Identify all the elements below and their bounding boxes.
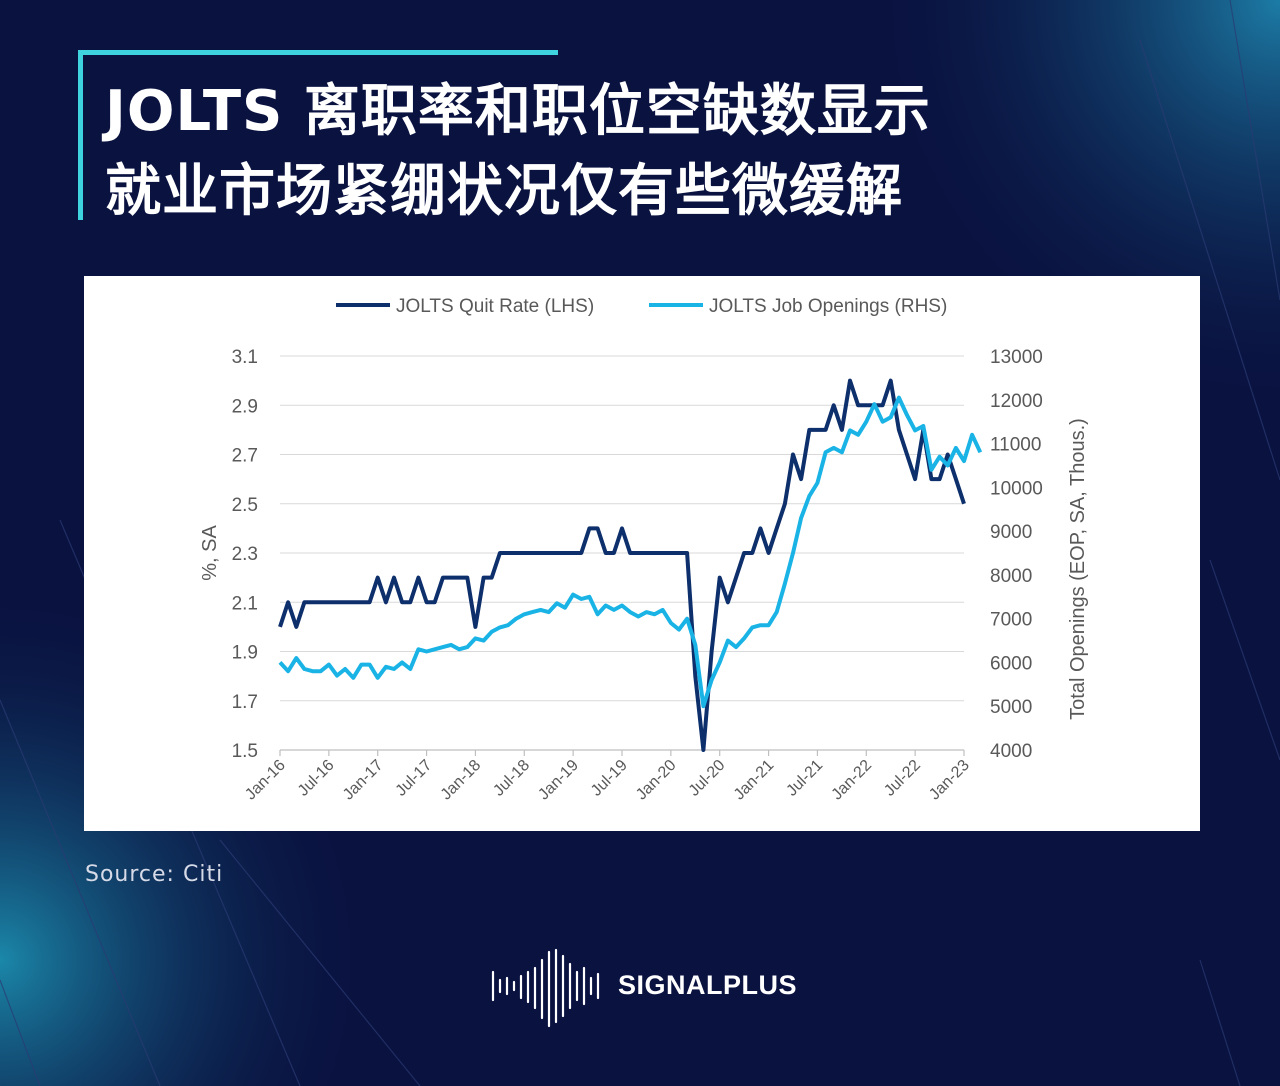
y-right-tick-label: 6000: [990, 653, 1032, 674]
title-accent-bar: [78, 50, 558, 55]
y-left-tick-label: 2.9: [232, 396, 258, 417]
y-left-tick-label: 2.3: [232, 544, 258, 565]
y-left-tick-label: 1.5: [232, 741, 258, 762]
x-tick-label: Jan-16: [242, 757, 289, 804]
chart-card: 1.5 1.7 1.9 2.1 2.3 2.5 2.7 2.9 3.1 4000 5000 6000 7…: [84, 276, 1200, 831]
y-right-tick-label: 4000: [990, 741, 1032, 762]
title-line-2: 就业市场紧绷状况仅有些微缓解: [105, 159, 903, 224]
x-tick-label: Jul-22: [881, 757, 924, 800]
y-left-tick-label: 1.9: [232, 643, 258, 664]
series-line-job-openings: [278, 395, 983, 709]
y-right-tick-label: 11000: [990, 435, 1041, 456]
y-right-tick-label: 5000: [990, 697, 1032, 718]
y-right-tick-label: 8000: [990, 566, 1032, 587]
series-line-quit-rate: [278, 378, 966, 752]
x-tick-label: Jan-21: [731, 757, 778, 804]
x-tick-label: Jan-23: [926, 757, 973, 804]
x-tick-label: Jul-21: [783, 757, 826, 800]
x-tick-label: Jul-18: [490, 757, 533, 800]
legend-entry-quit-rate: JOLTS Quit Rate (LHS): [396, 296, 594, 317]
x-tick-label: Jan-19: [535, 757, 582, 804]
x-tick-label: Jul-20: [686, 757, 729, 800]
x-tick-label: Jan-18: [438, 757, 485, 804]
x-tick-label: Jul-16: [295, 757, 338, 800]
y-right-tick-label: 10000: [990, 478, 1043, 499]
y-left-tick-label: 1.7: [232, 692, 258, 713]
y-right-tick-label: 12000: [990, 391, 1043, 412]
x-tick-label: Jul-17: [393, 757, 436, 800]
y-left-tick-label: 3.1: [232, 347, 258, 368]
y-right-axis-label: Total Openings (EOP, SA, Thous.): [1067, 418, 1089, 720]
source-note: Source: Citi: [85, 862, 224, 887]
y-left-tick-label: 2.7: [232, 446, 258, 467]
y-right-tick-label: 9000: [990, 522, 1032, 543]
brand: SIGNALPLUS: [490, 940, 797, 1030]
y-left-tick-label: 2.5: [232, 495, 258, 516]
x-tick-label: Jan-17: [340, 757, 387, 804]
x-tick-label: Jul-19: [588, 757, 631, 800]
y-left-tick-label: 2.1: [232, 593, 258, 614]
y-left-axis-label: %, SA: [199, 525, 221, 581]
line-chart: 1.5 1.7 1.9 2.1 2.3 2.5 2.7 2.9 3.1 4000 5000 6000 7…: [199, 296, 1089, 804]
x-tick-label: Jan-20: [633, 757, 680, 804]
brand-name: SIGNALPLUS: [618, 969, 798, 1000]
soundwave-logo-icon: [491, 948, 600, 1028]
legend-entry-job-openings: JOLTS Job Openings (RHS): [709, 296, 947, 317]
page-title: JOLTS 离职率和职位空缺数显示 就业市场紧绷状况仅有些微缓解: [105, 72, 1205, 232]
x-tick-label: Jan-22: [829, 757, 876, 804]
title-line-1: JOLTS 离职率和职位空缺数显示: [105, 79, 931, 144]
y-right-tick-label: 7000: [990, 610, 1032, 631]
title-accent-bar-vertical: [78, 50, 83, 220]
y-right-tick-label: 13000: [990, 347, 1043, 368]
